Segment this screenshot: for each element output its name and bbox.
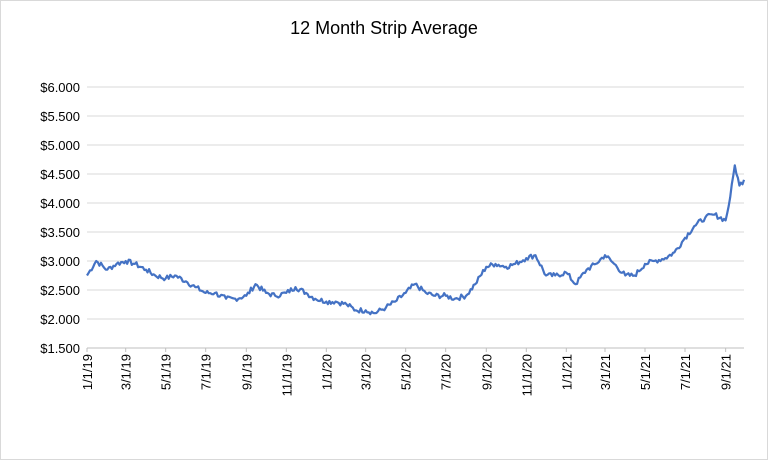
- y-tick-label: $1.500: [40, 341, 80, 356]
- y-tick-label: $4.000: [40, 196, 80, 211]
- x-tick-label: 7/1/19: [199, 354, 214, 390]
- x-tick-label: 7/1/21: [678, 354, 693, 390]
- y-tick-label: $5.000: [40, 138, 80, 153]
- x-tick-label: 1/1/21: [559, 354, 574, 390]
- gridlines: [87, 86, 744, 349]
- x-axis-ticks: 1/1/19 3/1/19 5/1/19 7/1/19 9/1/19 11/1/19 1/1…: [80, 348, 734, 396]
- x-tick-label: 5/1/20: [399, 354, 414, 390]
- x-tick-label: 9/1/19: [239, 354, 254, 390]
- x-tick-label: 5/1/21: [638, 354, 653, 390]
- series-line: [86, 164, 746, 316]
- y-axis-ticks: $1.500 $2.000 $2.500 $3.000 $3.500 $4.000 $4.5…: [40, 80, 80, 356]
- y-tick-label: $6.000: [40, 80, 80, 95]
- x-tick-label: 7/1/20: [439, 354, 454, 390]
- y-tick-label: $2.500: [40, 283, 80, 298]
- y-tick-label: $4.500: [40, 167, 80, 182]
- x-tick-label: 1/1/19: [80, 354, 95, 390]
- x-tick-label: 9/1/20: [479, 354, 494, 390]
- x-tick-label: 3/1/20: [359, 354, 374, 390]
- x-tick-label: 3/1/21: [598, 354, 613, 390]
- x-tick-label: 9/1/21: [719, 354, 734, 390]
- y-tick-label: $3.500: [40, 225, 80, 240]
- x-tick-label: 11/1/20: [519, 354, 534, 396]
- x-tick-label: 5/1/19: [159, 354, 174, 390]
- y-tick-label: $3.000: [40, 254, 80, 269]
- x-tick-label: 3/1/19: [119, 354, 134, 390]
- x-tick-label: 11/1/19: [279, 354, 294, 396]
- x-tick-label: 1/1/20: [319, 354, 334, 390]
- y-tick-label: $5.500: [40, 109, 80, 124]
- chart-title: 12 Month Strip Average: [290, 18, 478, 38]
- y-tick-label: $2.000: [40, 312, 80, 327]
